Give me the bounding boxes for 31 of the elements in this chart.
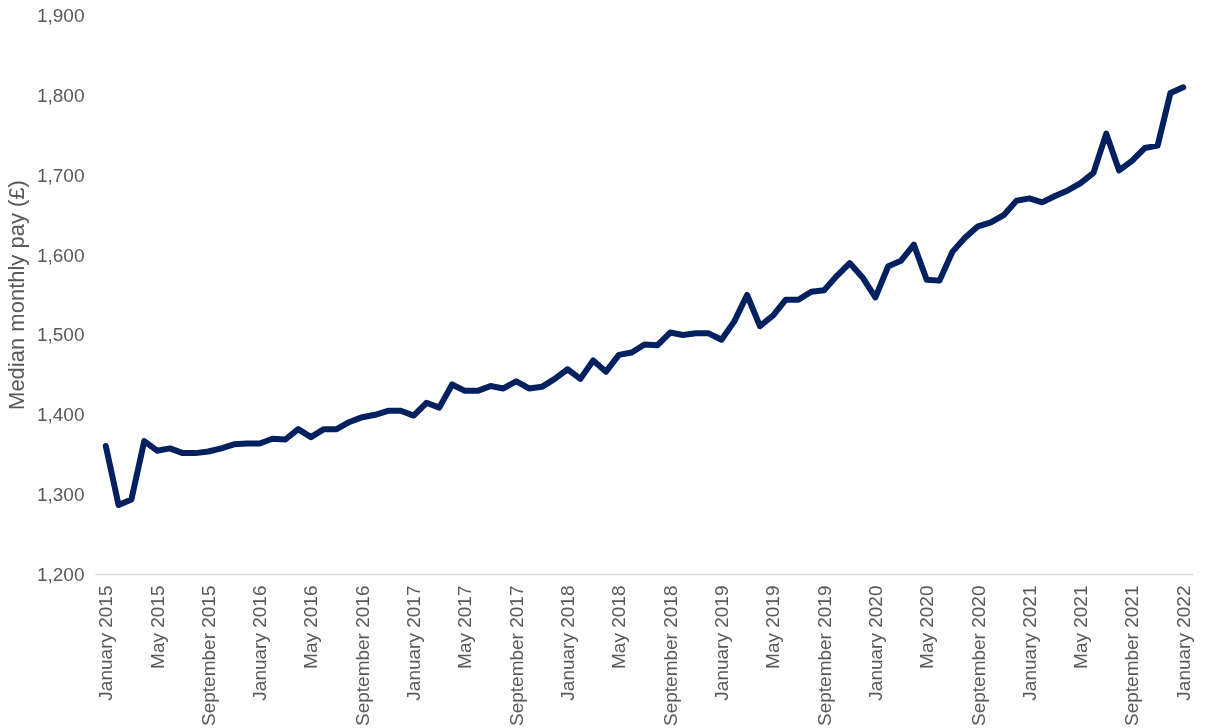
x-tick-label: May 2018 [608,585,630,669]
x-tick-label: May 2016 [300,585,322,669]
x-tick-label: January 2019 [710,585,732,701]
x-tick-label: September 2021 [1121,585,1143,726]
x-tick-label: May 2017 [454,585,476,669]
x-tick-label: January 2020 [864,585,886,701]
x-tick-label: September 2015 [197,585,219,726]
x-tick-label: January 2021 [1018,585,1040,701]
y-tick-label: 1,600 [36,244,85,266]
y-tick-label: 1,400 [36,404,85,426]
x-tick-label: May 2019 [762,585,784,669]
x-tick-label: May 2021 [1070,585,1092,669]
x-tick-label: January 2018 [557,585,579,701]
x-tick-label: January 2022 [1172,585,1194,701]
y-tick-label: 1,300 [36,484,85,506]
y-tick-label: 1,700 [36,164,85,186]
y-tick-label: 1,200 [36,564,85,585]
y-tick-label: 1,900 [36,5,85,26]
x-tick-label: September 2019 [813,585,835,726]
y-tick-label: 1,800 [36,84,85,106]
x-tick-label: May 2015 [146,585,168,669]
x-tick-label: May 2020 [916,585,938,669]
x-tick-label: September 2020 [967,585,989,726]
x-tick-label: September 2018 [659,585,681,726]
y-axis-title: Median monthly pay (£) [3,180,29,410]
x-tick-label: January 2017 [403,585,425,701]
y-tick-label: 1,500 [36,324,85,346]
x-tick-label: September 2017 [505,585,527,726]
x-tick-label: September 2016 [351,585,373,726]
x-tick-label: January 2015 [95,585,117,701]
x-tick-label: January 2016 [249,585,271,701]
